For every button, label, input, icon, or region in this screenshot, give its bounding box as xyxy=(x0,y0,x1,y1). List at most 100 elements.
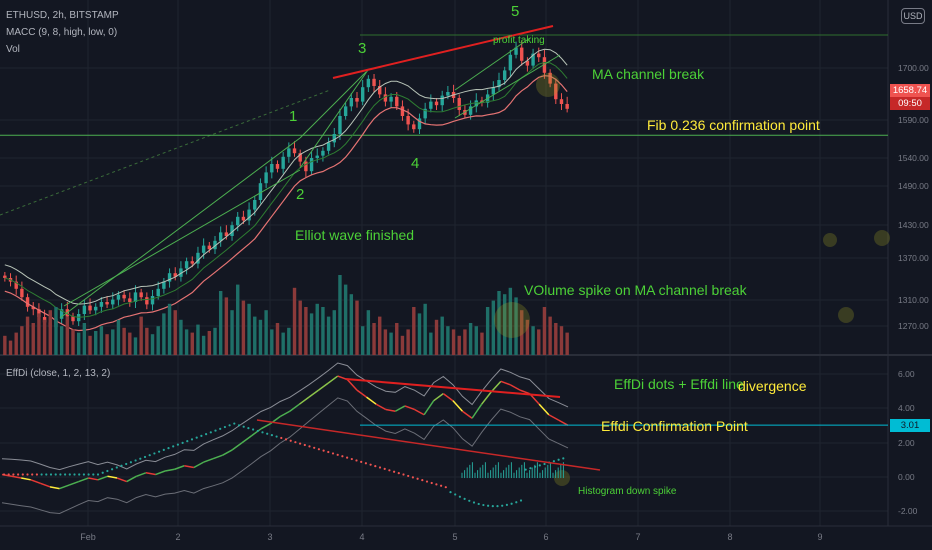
effdi-tick-label: -2.00 xyxy=(898,506,918,516)
volume-bar xyxy=(440,316,444,355)
volume-bar xyxy=(128,332,132,355)
candle-body xyxy=(218,232,223,241)
volume-bar xyxy=(122,327,126,355)
volume-bar xyxy=(491,300,496,355)
candle-body xyxy=(105,302,109,305)
candle-body xyxy=(196,252,200,264)
wave-label-1: 1 xyxy=(289,108,298,125)
effdi-dot xyxy=(303,443,306,447)
volume-bar xyxy=(3,335,7,355)
effdi-line-segment xyxy=(184,464,194,469)
dotted-trendline xyxy=(0,89,331,216)
candle-body xyxy=(253,200,257,210)
effdi-dot xyxy=(228,424,231,427)
candle-body xyxy=(332,134,336,143)
effdi-line-segment xyxy=(500,380,511,386)
effdi-indicator-label[interactable]: EffDi (close, 1, 2, 13, 2) xyxy=(6,368,111,379)
wave-label-3: 3 xyxy=(358,40,367,57)
effdi-dot xyxy=(284,438,288,441)
candle-body xyxy=(537,53,541,58)
volume-bar xyxy=(429,332,433,355)
channel-trendline xyxy=(454,37,531,91)
currency-badge[interactable]: USD xyxy=(901,8,925,24)
effdi-line-segment xyxy=(375,403,387,411)
candle-body xyxy=(525,60,530,66)
candle-body xyxy=(315,155,319,158)
effdi-tick-label: 2.00 xyxy=(898,438,915,448)
price-tick-label: 1490.00 xyxy=(898,181,929,191)
candle-body xyxy=(360,87,365,102)
volume-bar xyxy=(145,327,149,355)
effdi-dot xyxy=(308,445,311,448)
effdi-dot xyxy=(435,483,438,486)
volume-bar xyxy=(241,300,246,355)
effdi-line-segment xyxy=(346,379,358,391)
volume-bar xyxy=(190,332,194,355)
volume-bar xyxy=(417,313,422,355)
effdi-line-segment xyxy=(356,389,367,398)
volume-bar xyxy=(156,326,160,355)
effdi-dot xyxy=(458,495,461,498)
effdi-dot xyxy=(317,448,320,451)
effdi-line-segment xyxy=(366,396,377,405)
candle-body xyxy=(25,297,30,307)
channel-trendline xyxy=(299,69,369,169)
candle-body xyxy=(497,80,501,88)
candle-body xyxy=(491,87,496,95)
effdi-dot xyxy=(143,455,147,459)
annotation-effdi-confirm: Effdi Confirmation Point xyxy=(601,418,748,434)
candle-body xyxy=(133,292,138,302)
effdi-dot xyxy=(313,446,316,449)
candle-body xyxy=(423,108,427,119)
volume-bar xyxy=(287,327,291,355)
symbol-label[interactable]: ETHUSD, 2h, BITSTAMP xyxy=(6,10,119,21)
candle-body xyxy=(162,281,166,289)
candle-body xyxy=(111,299,115,305)
effdi-line-segment xyxy=(490,380,502,393)
effdi-dot xyxy=(153,452,156,455)
last-price-tag: 1658.74 xyxy=(890,84,930,97)
volume-bar xyxy=(395,323,399,355)
candle-body xyxy=(145,297,149,305)
effdi-dot xyxy=(519,499,523,502)
effdi-dot xyxy=(538,464,541,467)
volume-bar xyxy=(360,326,365,355)
effdi-dot xyxy=(186,440,189,443)
effdi-dot xyxy=(31,473,34,476)
volume-bar xyxy=(406,329,410,355)
volume-bar xyxy=(451,329,456,355)
candle-body xyxy=(270,164,274,173)
macc-indicator-label[interactable]: MACC (9, 8, high, low, 0) xyxy=(6,27,118,38)
candle-body xyxy=(292,148,297,154)
effdi-dot xyxy=(158,450,161,453)
candle-body xyxy=(321,150,325,156)
effdi-line-segment xyxy=(116,477,127,483)
candle-body xyxy=(383,94,388,102)
volume-bar xyxy=(508,287,513,355)
effdi-dot xyxy=(421,479,424,482)
volume-bar xyxy=(559,326,564,355)
volume-indicator-label[interactable]: Vol xyxy=(6,44,20,55)
effdi-line-segment xyxy=(231,442,243,451)
effdi-dot xyxy=(468,499,471,502)
effdi-line-segment xyxy=(78,477,89,483)
candle-body xyxy=(82,305,87,314)
volume-bar xyxy=(236,284,240,355)
candle-body xyxy=(184,261,189,269)
volume-bar xyxy=(502,294,507,355)
effdi-value-tag: 3.01 xyxy=(890,419,930,432)
candle-body xyxy=(224,232,229,236)
effdi-line-segment xyxy=(414,408,425,416)
effdi-dot xyxy=(223,425,226,429)
candle-body xyxy=(378,86,382,95)
effdi-line-segment xyxy=(193,461,204,469)
effdi-dot xyxy=(17,473,20,476)
effdi-dot xyxy=(54,473,57,476)
volume-bar xyxy=(326,316,331,355)
effdi-dot xyxy=(200,434,203,437)
time-tick-label: 3 xyxy=(267,532,272,542)
effdi-dot xyxy=(45,473,48,476)
volume-bar xyxy=(14,332,18,355)
volume-bar xyxy=(537,329,541,355)
